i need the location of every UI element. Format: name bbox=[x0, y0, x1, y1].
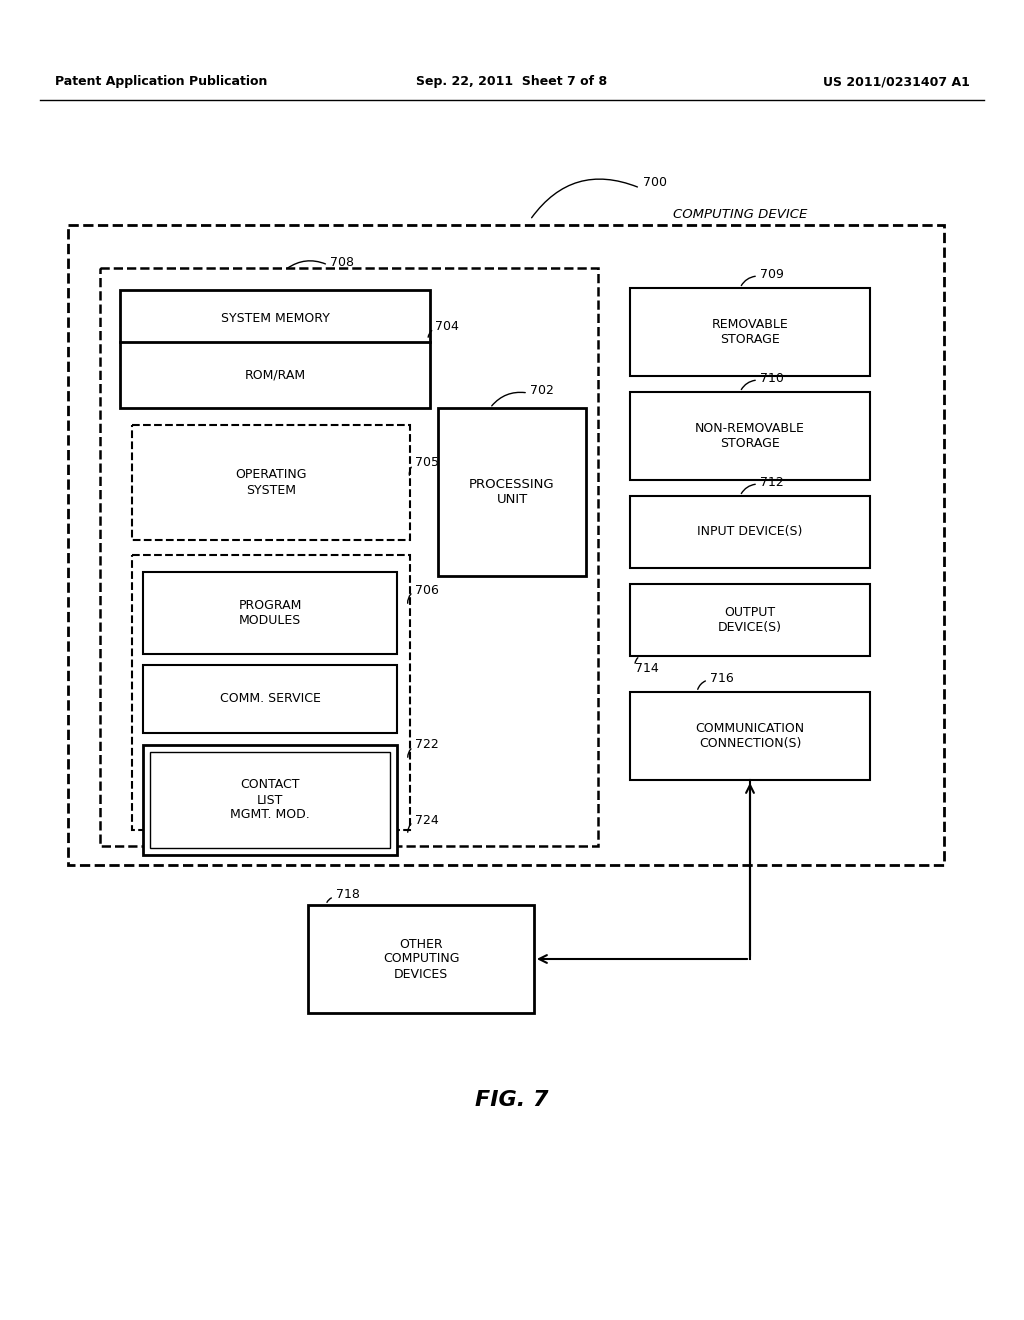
Bar bbox=[630, 288, 870, 376]
Text: 705: 705 bbox=[415, 457, 439, 470]
Bar bbox=[308, 906, 534, 1012]
Text: PROCESSING
UNIT: PROCESSING UNIT bbox=[469, 478, 555, 506]
Text: 704: 704 bbox=[435, 321, 459, 334]
Text: COMPUTING DEVICE: COMPUTING DEVICE bbox=[673, 209, 807, 222]
Bar bbox=[100, 268, 598, 846]
Text: Sep. 22, 2011  Sheet 7 of 8: Sep. 22, 2011 Sheet 7 of 8 bbox=[417, 75, 607, 88]
Text: REMOVABLE
STORAGE: REMOVABLE STORAGE bbox=[712, 318, 788, 346]
Text: OPERATING
SYSTEM: OPERATING SYSTEM bbox=[236, 469, 307, 496]
Bar bbox=[143, 572, 397, 653]
Bar bbox=[132, 425, 410, 540]
Bar bbox=[630, 583, 870, 656]
Text: OTHER
COMPUTING
DEVICES: OTHER COMPUTING DEVICES bbox=[383, 937, 459, 981]
Text: ROM/RAM: ROM/RAM bbox=[245, 368, 305, 381]
Text: CONTACT
LIST
MGMT. MOD.: CONTACT LIST MGMT. MOD. bbox=[230, 779, 310, 821]
Text: COMMUNICATION
CONNECTION(S): COMMUNICATION CONNECTION(S) bbox=[695, 722, 805, 750]
Text: COMM. SERVICE: COMM. SERVICE bbox=[219, 693, 321, 705]
Text: Patent Application Publication: Patent Application Publication bbox=[55, 75, 267, 88]
Text: FIG. 7: FIG. 7 bbox=[475, 1090, 549, 1110]
Text: SYSTEM MEMORY: SYSTEM MEMORY bbox=[220, 312, 330, 325]
Bar bbox=[132, 554, 410, 830]
Bar bbox=[630, 692, 870, 780]
Text: 724: 724 bbox=[415, 813, 438, 826]
Text: PROGRAM
MODULES: PROGRAM MODULES bbox=[239, 599, 302, 627]
Text: US 2011/0231407 A1: US 2011/0231407 A1 bbox=[823, 75, 970, 88]
Text: NON-REMOVABLE
STORAGE: NON-REMOVABLE STORAGE bbox=[695, 422, 805, 450]
Bar bbox=[630, 392, 870, 480]
Text: 718: 718 bbox=[336, 888, 359, 902]
Bar bbox=[150, 752, 390, 847]
Bar bbox=[438, 408, 586, 576]
Bar bbox=[143, 665, 397, 733]
Bar bbox=[120, 290, 430, 408]
Text: 722: 722 bbox=[415, 738, 438, 751]
Text: 700: 700 bbox=[643, 177, 667, 190]
Text: 702: 702 bbox=[530, 384, 554, 396]
Text: INPUT DEVICE(S): INPUT DEVICE(S) bbox=[697, 525, 803, 539]
Text: 706: 706 bbox=[415, 583, 439, 597]
Text: OUTPUT
DEVICE(S): OUTPUT DEVICE(S) bbox=[718, 606, 782, 634]
Text: 710: 710 bbox=[760, 371, 784, 384]
Bar bbox=[143, 744, 397, 855]
Text: 714: 714 bbox=[635, 661, 658, 675]
Text: 708: 708 bbox=[330, 256, 354, 269]
Text: 712: 712 bbox=[760, 475, 783, 488]
Bar bbox=[630, 496, 870, 568]
Text: 709: 709 bbox=[760, 268, 784, 281]
Text: 716: 716 bbox=[710, 672, 734, 685]
Bar bbox=[68, 224, 944, 865]
